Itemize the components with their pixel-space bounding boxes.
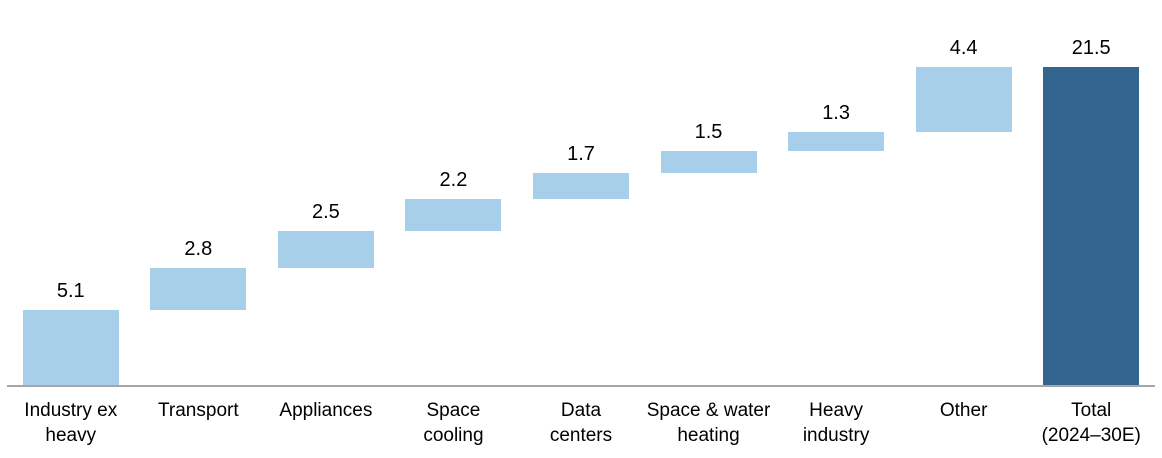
category-label-line: Heavy xyxy=(809,400,864,421)
value-label: 1.5 xyxy=(694,121,723,144)
value-label: 2.2 xyxy=(439,168,468,191)
category-label: Heavy industry xyxy=(772,398,900,448)
category-label: Data centers xyxy=(517,398,645,448)
category-label-line: Industry ex xyxy=(24,400,118,421)
category-label-line: cooling xyxy=(423,425,484,446)
waterfall-bar xyxy=(660,151,757,174)
value-label: 4.4 xyxy=(949,37,978,59)
category-label-line: heating xyxy=(677,425,740,446)
value-label: 21.5 xyxy=(1071,37,1111,59)
value-label: 2.8 xyxy=(184,238,213,261)
category-label-line: Space & water xyxy=(646,400,771,421)
category-label: Industry ex heavy xyxy=(7,398,135,448)
category-label-line: industry xyxy=(802,425,870,446)
category-label: Appliances xyxy=(262,398,390,423)
waterfall-bar xyxy=(788,132,885,152)
category-label-line: Other xyxy=(939,400,988,421)
waterfall-bar xyxy=(22,309,119,385)
total-bar xyxy=(1043,67,1140,385)
category-label-line: Space xyxy=(426,400,481,421)
value-label: 2.5 xyxy=(311,201,340,224)
value-label: 5.1 xyxy=(56,279,85,302)
waterfall-bar xyxy=(915,67,1012,133)
category-label: Total (2024–30E) xyxy=(1027,398,1155,448)
category-label-line: (2024–30E) xyxy=(1041,425,1141,446)
category-label-line: heavy xyxy=(45,425,97,446)
value-label: 1.7 xyxy=(567,143,595,166)
category-label: Other xyxy=(900,398,1028,423)
category-label: Space cooling xyxy=(390,398,518,448)
category-label: Transport xyxy=(135,398,263,423)
category-label-line: Total xyxy=(1071,400,1112,421)
category-label-line: Transport xyxy=(158,400,239,421)
waterfall-bar xyxy=(277,231,374,269)
x-axis-line xyxy=(7,385,1155,387)
waterfall-bar xyxy=(405,198,502,232)
waterfall-bar xyxy=(533,173,629,199)
category-label: Space & water heating xyxy=(645,398,773,448)
waterfall-bar xyxy=(150,268,247,310)
value-label: 1.3 xyxy=(822,102,850,125)
category-label-line: Appliances xyxy=(279,400,373,421)
category-label-line: centers xyxy=(549,425,613,446)
category-label-line: Data xyxy=(560,400,602,421)
